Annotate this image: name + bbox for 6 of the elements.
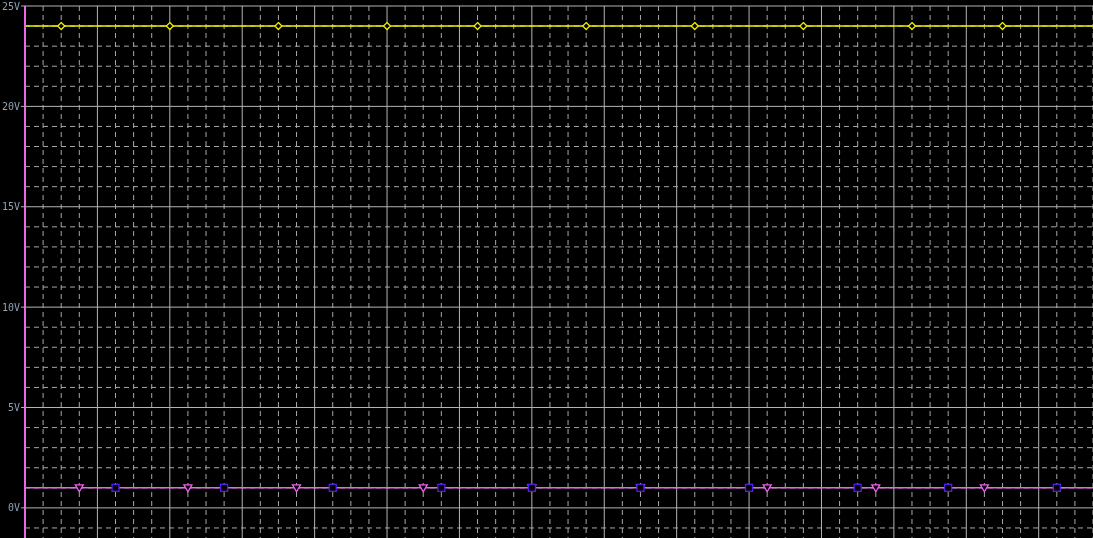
y-tick-label: 20V (1, 100, 20, 112)
y-tick-label: 25V (1, 0, 20, 12)
y-tick-label: 15V (1, 201, 20, 213)
y-tick-label: 5V (7, 402, 20, 414)
y-tick-label: 10V (1, 301, 20, 313)
y-tick-label: 0V (7, 502, 20, 514)
